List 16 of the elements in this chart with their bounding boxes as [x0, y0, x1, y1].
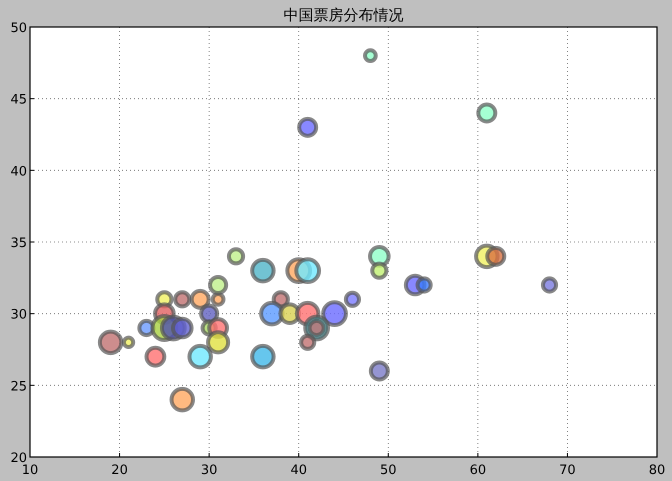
y-tick-label: 25	[10, 379, 27, 394]
y-tick-label: 30	[10, 308, 27, 323]
y-tick-label: 35	[10, 236, 27, 251]
y-tick-label: 45	[10, 92, 27, 108]
y-tick-label: 20	[10, 451, 27, 466]
x-tick-label: 30	[200, 463, 218, 478]
x-tick-label: 80	[648, 463, 666, 478]
x-tick-label: 20	[111, 463, 128, 478]
x-tick-label: 10	[22, 463, 38, 478]
x-tick-label: 50	[380, 463, 397, 478]
x-tick-label: 60	[470, 463, 486, 478]
x-tick-label: 40	[290, 463, 307, 478]
x-tick-label: 70	[559, 463, 576, 478]
y-tick-label: 50	[10, 21, 27, 36]
chart-title: 中国票房分布情况	[284, 6, 404, 24]
y-tick-label: 40	[10, 164, 27, 180]
